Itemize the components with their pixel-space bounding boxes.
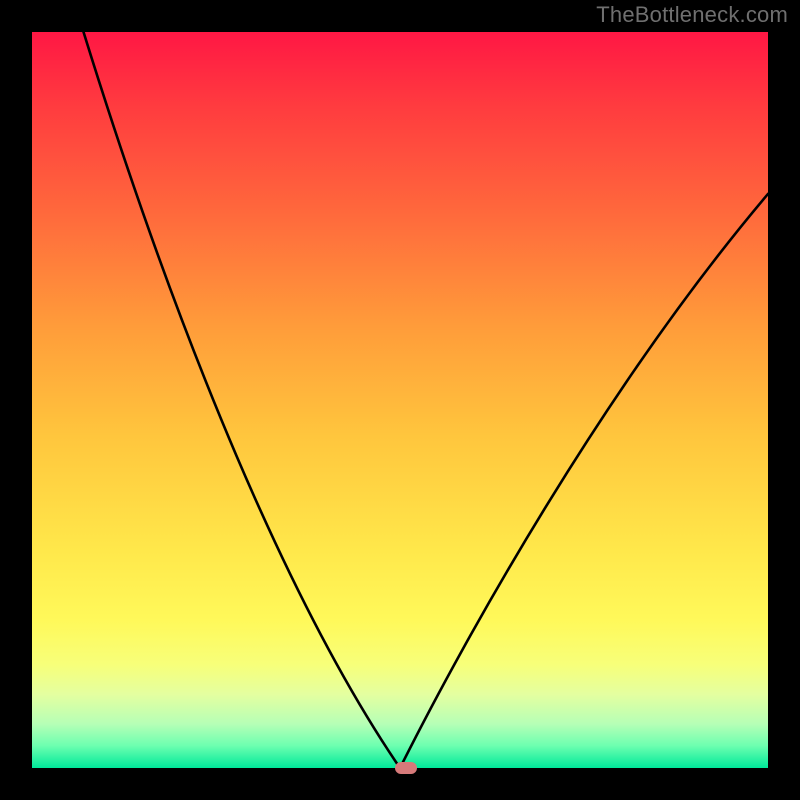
bottleneck-curve [32,32,768,768]
watermark-text: TheBottleneck.com [596,2,788,28]
sweet-spot-marker [395,762,417,774]
chart-frame: TheBottleneck.com [0,0,800,800]
plot-area [32,32,768,768]
